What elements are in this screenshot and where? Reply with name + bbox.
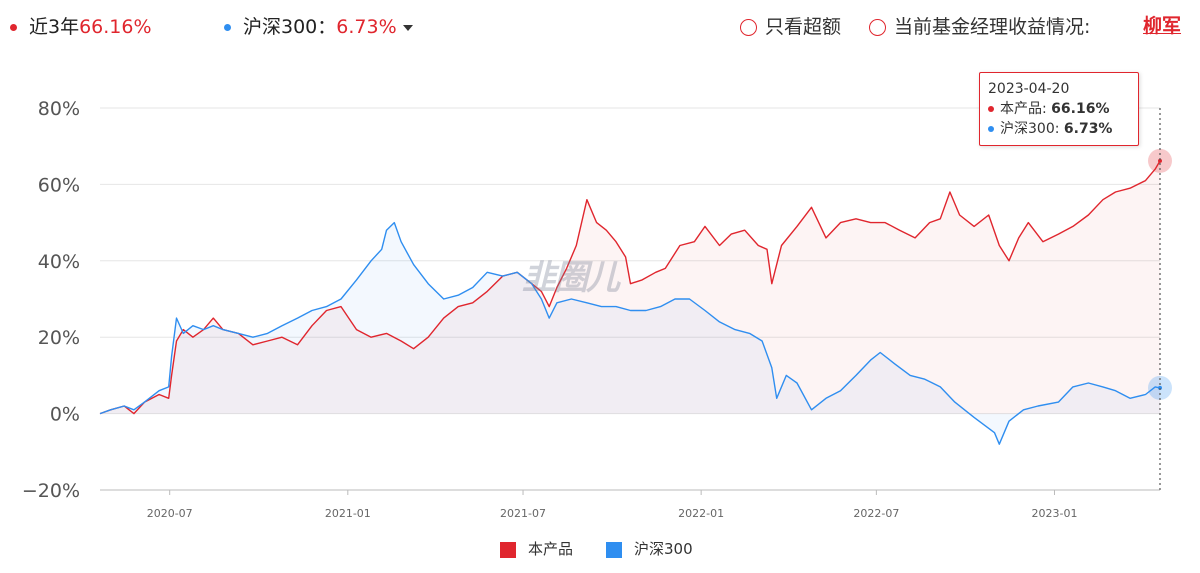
legend-item-product[interactable]: 本产品 <box>500 538 573 559</box>
product-return-summary: 近3年66.16% <box>10 12 152 39</box>
marker-layer <box>1148 108 1172 490</box>
benchmark-dot-icon <box>224 24 231 31</box>
watermark-logo: 韭圈儿 <box>522 258 620 298</box>
x-tick-label: 2022-01 <box>678 507 724 520</box>
option-excess-label: 只看超额 <box>765 16 842 38</box>
benchmark-selector[interactable]: 沪深300：6.73% <box>224 12 413 39</box>
y-tick-label: 80% <box>38 98 80 120</box>
tooltip-product-label: 本产品: <box>1000 101 1052 117</box>
x-tick-label: 2023-01 <box>1031 507 1077 520</box>
series-line <box>99 221 1161 445</box>
x-tick-label: 2021-07 <box>500 507 546 520</box>
y-tick-label: 40% <box>38 251 80 273</box>
series-endpoint-point <box>1158 385 1162 390</box>
tooltip-product-value: 66.16% <box>1051 101 1110 117</box>
legend-product-label: 本产品 <box>528 540 574 558</box>
series-area <box>100 222 1160 445</box>
tooltip-date: 2023-04-20 <box>988 81 1070 97</box>
option-manager-label: 当前基金经理收益情况: <box>894 16 1091 38</box>
benchmark-label: 沪深300： <box>243 16 337 38</box>
y-tick-label: 20% <box>38 327 80 349</box>
x-tick-label: 2022-07 <box>853 507 899 520</box>
radio-circle-icon <box>740 19 757 36</box>
tooltip-benchmark-row: 沪深300: 6.73% <box>988 119 1130 139</box>
option-excess-only[interactable]: 只看超额 <box>740 12 841 39</box>
product-period-label: 近3年 <box>29 16 80 38</box>
tooltip-benchmark-label: 沪深300: <box>1000 121 1064 137</box>
y-tick-label: −20% <box>22 480 80 502</box>
product-dot-icon <box>988 106 994 112</box>
benchmark-dot-icon <box>988 126 994 132</box>
area-layer <box>100 160 1160 445</box>
product-return-value: 66.16% <box>79 16 152 38</box>
radio-circle-icon <box>869 19 886 36</box>
benchmark-return-value: 6.73% <box>336 16 397 38</box>
series-area <box>100 160 1160 414</box>
chart-header: 近3年66.16% 沪深300：6.73% 只看超额 当前基金经理收益情况: 柳… <box>0 0 1200 48</box>
series-line <box>99 160 1161 415</box>
product-dot-icon <box>10 24 17 31</box>
tooltip-benchmark-value: 6.73% <box>1063 121 1113 137</box>
benchmark-swatch-icon <box>606 541 622 558</box>
tooltip-product-row: 本产品: 66.16% <box>988 99 1130 119</box>
axis-layer: 80% 60% 40% 20% 0% −20% 2020-07 2021-01 2021-07 2… <box>22 98 1160 520</box>
chevron-down-icon <box>402 24 413 31</box>
x-tick-label: 2021-01 <box>325 507 371 520</box>
legend-benchmark-label: 沪深300 <box>634 540 693 558</box>
legend-item-benchmark[interactable]: 沪深300 <box>606 538 693 559</box>
hover-tooltip: 2023-04-20 本产品: 66.16% 沪深300: 6.73% <box>979 72 1139 146</box>
y-tick-label: 0% <box>50 404 80 426</box>
y-tick-label: 60% <box>38 174 80 196</box>
line-layer <box>99 160 1161 445</box>
manager-name-link[interactable]: 柳军 <box>1143 15 1182 37</box>
series-endpoint-point <box>1158 158 1162 163</box>
product-swatch-icon <box>500 541 516 558</box>
x-tick-label: 2020-07 <box>147 507 193 520</box>
option-manager-returns[interactable]: 当前基金经理收益情况: <box>869 12 1090 39</box>
